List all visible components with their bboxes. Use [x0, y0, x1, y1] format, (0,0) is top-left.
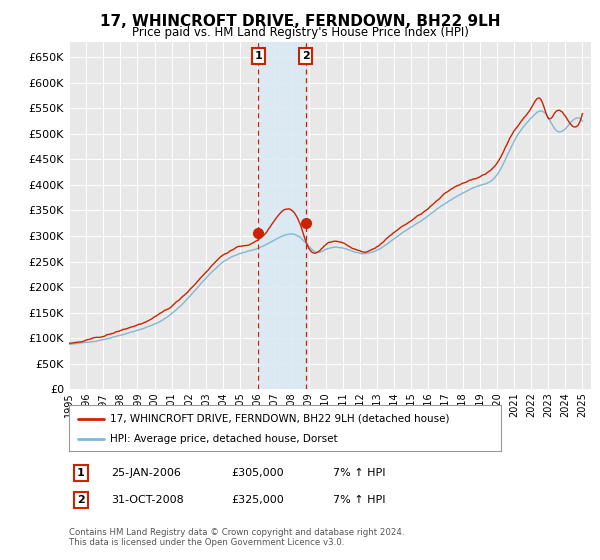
- Text: 31-OCT-2008: 31-OCT-2008: [111, 495, 184, 505]
- Text: 1: 1: [254, 51, 262, 61]
- Text: £325,000: £325,000: [231, 495, 284, 505]
- Text: 2: 2: [302, 51, 310, 61]
- Text: 7% ↑ HPI: 7% ↑ HPI: [333, 468, 386, 478]
- Text: 17, WHINCROFT DRIVE, FERNDOWN, BH22 9LH: 17, WHINCROFT DRIVE, FERNDOWN, BH22 9LH: [100, 14, 500, 29]
- Text: Contains HM Land Registry data © Crown copyright and database right 2024.
This d: Contains HM Land Registry data © Crown c…: [69, 528, 404, 547]
- Text: 17, WHINCROFT DRIVE, FERNDOWN, BH22 9LH (detached house): 17, WHINCROFT DRIVE, FERNDOWN, BH22 9LH …: [110, 414, 449, 424]
- Text: 1: 1: [77, 468, 85, 478]
- Text: 2: 2: [77, 495, 85, 505]
- Text: Price paid vs. HM Land Registry's House Price Index (HPI): Price paid vs. HM Land Registry's House …: [131, 26, 469, 39]
- Text: 25-JAN-2006: 25-JAN-2006: [111, 468, 181, 478]
- Text: £305,000: £305,000: [231, 468, 284, 478]
- Bar: [259, 42, 305, 389]
- Text: HPI: Average price, detached house, Dorset: HPI: Average price, detached house, Dors…: [110, 435, 338, 444]
- Text: 7% ↑ HPI: 7% ↑ HPI: [333, 495, 386, 505]
